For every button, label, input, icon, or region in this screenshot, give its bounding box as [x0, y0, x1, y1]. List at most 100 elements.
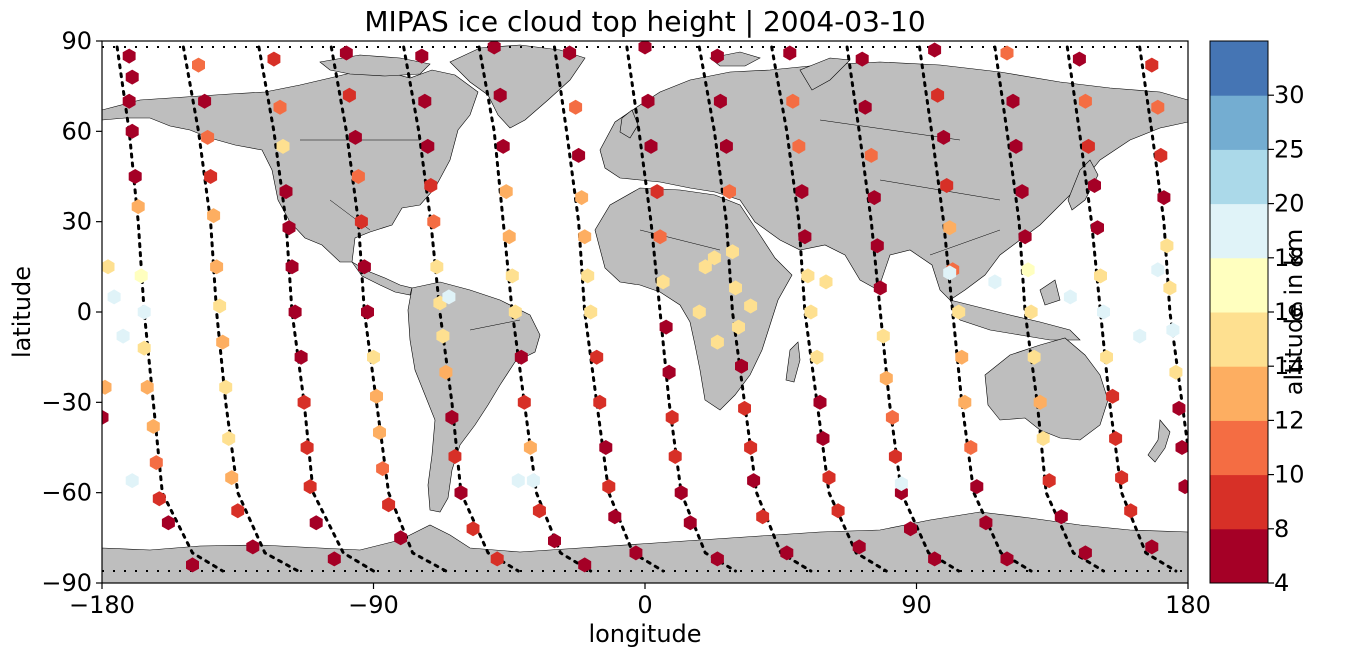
orbit-track-7	[553, 45, 665, 573]
cloud-marker-24	[219, 379, 233, 395]
colorbar-tick-label-5: 16	[1274, 298, 1305, 326]
orbit-track-10	[770, 45, 888, 573]
cloud-marker-116	[735, 358, 748, 374]
cloud-marker-217	[102, 259, 115, 275]
cloud-marker-52	[376, 461, 389, 477]
cloud-marker-179	[1094, 268, 1107, 284]
cloud-marker-191	[1160, 238, 1174, 254]
colorbar-segment-8	[1210, 149, 1268, 205]
cloud-marker-138	[867, 190, 881, 206]
cloud-marker-96	[638, 41, 652, 55]
cloud-marker-71	[496, 138, 510, 154]
cloud-marker-175	[1078, 93, 1092, 109]
svalbard-novaya-zemlya	[709, 51, 851, 91]
cloud-marker-182	[1106, 388, 1120, 404]
x-axis: −180 −90 0 90 180	[69, 583, 1211, 619]
cloud-marker-40	[309, 515, 323, 531]
cloud-marker-112	[723, 184, 736, 200]
cloud-marker-2	[125, 69, 139, 85]
colorbar-tick-label-3: 12	[1274, 406, 1305, 434]
cloud-marker-166	[1021, 262, 1035, 278]
cloud-marker-180	[1097, 304, 1110, 320]
colorbar-tick-label-6: 18	[1274, 244, 1305, 272]
cloud-marker-194	[1169, 364, 1183, 380]
cloud-marker-115	[732, 319, 745, 335]
cloud-marker-134	[852, 539, 866, 555]
africa-landmass	[594, 187, 793, 411]
cloud-marker-65	[448, 449, 462, 464]
cloud-marker-136	[858, 99, 872, 115]
cloud-marker-86	[575, 190, 589, 206]
cloud-marker-106	[674, 485, 688, 501]
cloud-marker-200	[125, 473, 139, 489]
cloud-marker-90	[590, 349, 604, 365]
orbit-track-12	[918, 45, 1033, 573]
cloud-marker-110	[713, 93, 727, 109]
cloud-marker-54	[394, 530, 408, 546]
cloud-marker-7	[134, 268, 148, 284]
southeast-asia-islands	[949, 279, 1081, 341]
cloud-marker-38	[300, 440, 314, 455]
cloud-marker-208	[894, 476, 908, 492]
colorbar-label: altitude in km	[1280, 229, 1308, 396]
cloud-marker-196	[1175, 440, 1188, 455]
cloud-marker-165	[1018, 229, 1032, 245]
colorbar-segment-7	[1210, 203, 1268, 259]
cloud-marker-213	[744, 298, 758, 314]
cloud-marker-124	[792, 138, 806, 154]
cloud-marker-133	[831, 503, 845, 519]
cloud-marker-104	[665, 409, 679, 425]
cloud-marker-81	[548, 533, 561, 549]
cloud-marker-15	[186, 557, 199, 573]
cloud-marker-37	[297, 394, 311, 410]
orbit-track-8	[625, 45, 737, 573]
cloud-marker-174	[1072, 51, 1086, 67]
cloud-marker-39	[303, 479, 317, 495]
cloud-marker-181	[1100, 349, 1113, 365]
y-tick-label-1: −60	[41, 479, 92, 507]
cloud-marker-20	[207, 208, 221, 224]
cloud-marker-46	[354, 214, 368, 230]
cloud-marker-91	[593, 394, 607, 410]
cloud-marker-216	[102, 379, 112, 395]
cloud-marker-167	[1024, 304, 1038, 320]
colorbar-tick-label-8: 25	[1274, 135, 1305, 163]
cloud-marker-117	[738, 400, 751, 416]
cloud-marker-108	[710, 551, 724, 567]
cloud-marker-105	[668, 449, 682, 464]
cloud-marker-25	[222, 431, 236, 446]
cloud-marker-176	[1082, 138, 1095, 154]
cloud-marker-202	[511, 473, 525, 489]
cloud-marker-88	[581, 268, 595, 284]
cloud-marker-45	[351, 169, 365, 184]
cloud-marker-101	[656, 274, 670, 290]
cloud-marker-100	[653, 229, 667, 245]
cloud-marker-107	[683, 515, 697, 531]
colorbar-segment-2	[1210, 474, 1268, 530]
cloud-marker-3	[122, 93, 136, 109]
cloud-marker-130	[813, 394, 827, 410]
y-tick-label-5: 60	[61, 117, 92, 145]
japan-islands	[1067, 159, 1099, 211]
cloud-marker-83	[563, 45, 577, 61]
cloud-marker-57	[421, 138, 435, 154]
cloud-marker-72	[499, 184, 513, 200]
cloud-marker-26	[225, 470, 239, 486]
cloud-marker-4	[125, 123, 139, 139]
cloud-marker-214	[819, 274, 833, 290]
cloud-marker-164	[1015, 184, 1029, 200]
cloud-marker-99	[650, 184, 664, 200]
cloud-marker-121	[780, 545, 794, 561]
cloud-marker-10	[140, 379, 154, 395]
british-isles	[619, 109, 639, 139]
cloud-marker-195	[1172, 400, 1186, 416]
colorbar-segment-5	[1210, 312, 1268, 367]
cloud-marker-178	[1091, 220, 1104, 236]
colorbar-segment-1	[1210, 528, 1268, 584]
cloud-marker-183	[1109, 431, 1123, 446]
cloud-marker-197	[1178, 479, 1188, 495]
cloud-marker-76	[514, 349, 528, 365]
cloud-marker-6	[131, 199, 145, 215]
y-tick-label-6: 90	[61, 27, 92, 55]
